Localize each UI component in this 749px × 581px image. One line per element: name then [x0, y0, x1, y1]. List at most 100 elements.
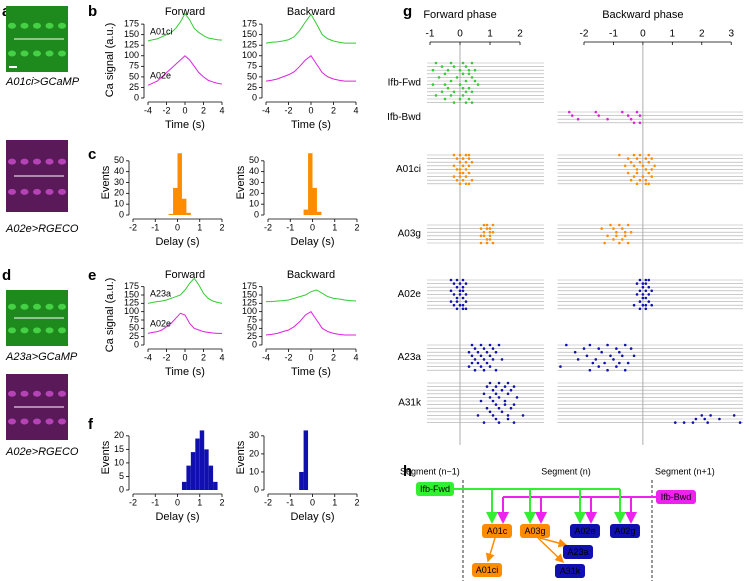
trace	[265, 13, 356, 44]
event-dot	[509, 388, 513, 392]
event-dot	[641, 303, 645, 307]
trace	[147, 55, 223, 86]
event-dot	[488, 227, 492, 230]
event-dot	[455, 178, 459, 182]
event-dot	[455, 76, 459, 79]
node-label: A31k	[560, 566, 581, 576]
event-dot	[488, 381, 492, 385]
y-axis-label: Events	[100, 165, 112, 199]
event-dot	[491, 399, 495, 403]
event-dot	[482, 347, 486, 350]
cell-blob	[8, 22, 16, 29]
event-dot	[470, 178, 474, 182]
y-tick-label: 125	[242, 40, 257, 50]
x-axis-label: Delay (s)	[290, 236, 334, 248]
y-tick-label: 150	[242, 289, 257, 299]
cell-blob	[33, 303, 41, 310]
event-dot	[694, 417, 698, 421]
hist-bar	[195, 438, 200, 490]
event-dot	[606, 343, 609, 347]
event-dot	[491, 388, 495, 392]
y-tick-label: 25	[129, 82, 139, 92]
event-dot	[491, 223, 495, 227]
x-tick-label: 4	[219, 352, 224, 362]
x-tick-label: -1	[151, 222, 159, 232]
event-dot	[588, 343, 592, 347]
event-dot	[458, 97, 462, 101]
y-tick-label: 0	[119, 209, 124, 219]
cell-blob	[8, 303, 16, 310]
event-dot	[629, 117, 633, 121]
event-dot	[635, 110, 639, 114]
chart-title: Backward	[287, 269, 335, 281]
event-dot	[641, 175, 645, 178]
x-tick-label: -4	[262, 105, 270, 115]
x-tick-label: 2	[699, 29, 705, 40]
event-dot	[467, 350, 471, 354]
event-dot	[620, 227, 624, 230]
event-dot	[626, 241, 630, 245]
event-dot	[618, 153, 621, 157]
series-label: A02e	[150, 319, 171, 329]
y-tick-label: 125	[124, 40, 139, 50]
segment-label: Segment (n−1)	[400, 466, 460, 476]
event-dot	[458, 175, 462, 178]
event-dot	[609, 223, 612, 227]
y-axis-label: Events	[100, 440, 112, 474]
event-dot	[618, 223, 621, 227]
cell-blob	[20, 418, 29, 425]
y-tick-label: 75	[247, 314, 257, 324]
neuron-node	[563, 545, 593, 559]
neuron-node	[656, 490, 696, 504]
cell-blob	[20, 188, 29, 195]
event-dot	[623, 230, 627, 234]
event-dot	[597, 347, 601, 350]
y-tick-label: 75	[129, 314, 139, 324]
panel-letter: d	[2, 267, 11, 284]
hist-bar	[199, 430, 205, 490]
event-dot	[644, 182, 648, 186]
event-dot	[488, 343, 492, 347]
event-dot	[703, 417, 707, 421]
x-axis-label: Delay (s)	[155, 511, 199, 523]
event-dot	[455, 300, 459, 303]
event-dot	[467, 153, 471, 157]
event-dot	[641, 285, 645, 289]
event-dot	[635, 182, 639, 186]
event-dot	[458, 293, 462, 296]
event-dot	[647, 153, 651, 157]
event-dot	[467, 97, 471, 101]
event-dot	[485, 361, 489, 365]
event-dot	[494, 385, 498, 388]
cell-blob	[8, 390, 16, 397]
event-dot	[449, 300, 453, 303]
segment-label: Segment (n+1)	[655, 466, 715, 476]
segment-label: Segment (n)	[541, 466, 591, 476]
group-label: Ifb-Bwd	[387, 112, 421, 123]
event-dot	[470, 160, 474, 164]
event-dot	[521, 414, 525, 417]
event-dot	[458, 168, 462, 171]
event-dot	[470, 76, 474, 79]
image-caption: A01ci>GCaMP	[5, 76, 80, 88]
event-dot	[629, 347, 633, 350]
event-dot	[464, 168, 468, 171]
event-dot	[626, 171, 630, 175]
event-dot	[455, 278, 459, 282]
cell-blob	[8, 50, 16, 57]
event-dot	[491, 347, 495, 350]
x-tick-label: 1	[670, 29, 676, 40]
x-axis-label: Delay (s)	[155, 236, 199, 248]
x-tick-label: -2	[129, 497, 137, 507]
event-dot	[461, 164, 465, 168]
event-dot	[485, 223, 489, 227]
x-tick-label: 3	[728, 29, 734, 40]
event-dot	[673, 421, 677, 424]
y-tick-label: 30	[249, 430, 259, 440]
event-dot	[464, 282, 468, 285]
event-dot	[632, 153, 636, 157]
hist-bar	[213, 481, 218, 490]
cell-blob	[45, 188, 54, 195]
event-dot	[629, 160, 633, 164]
node-label: A02e	[574, 526, 595, 536]
